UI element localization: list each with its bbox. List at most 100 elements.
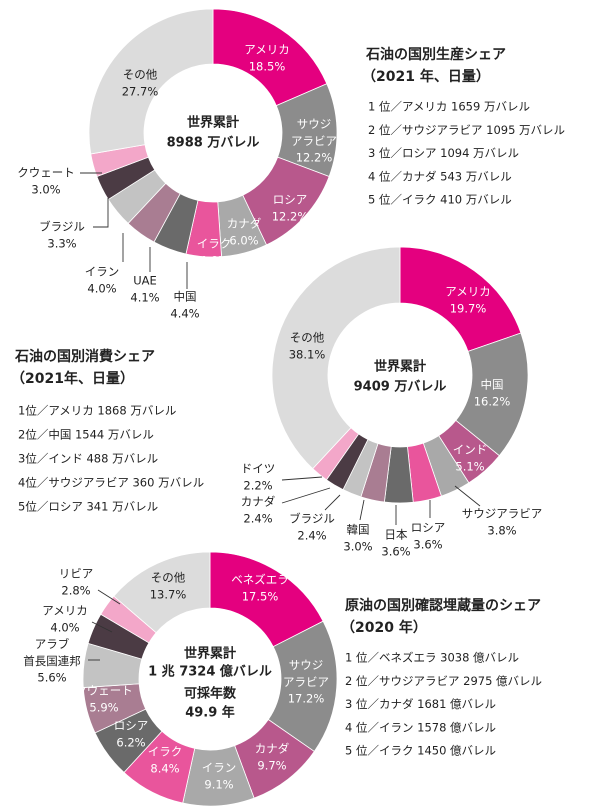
slice-label: サウジアラビア [291, 117, 337, 148]
slice-label: ロシア [114, 719, 149, 733]
donut-slice [399, 246, 522, 352]
slice-label: アメリカ [244, 43, 289, 57]
center-label: 9409 万バレル [354, 380, 447, 395]
slice-value: 38.1% [289, 348, 326, 362]
slice-value: 2.4% [243, 512, 272, 526]
slice-label: クウェート [75, 684, 133, 698]
center-label: 世界累計 [184, 646, 236, 662]
slice-value: 5.1% [455, 460, 484, 474]
ranking-note: 4位／サウジアラビア 360 万バレル [18, 476, 204, 490]
ranking-note: 4 位／イラン 1578 億バレル [345, 720, 496, 734]
slice-value: 2.2% [243, 479, 272, 493]
slice-value: 5.6% [37, 671, 66, 685]
slice-value: 2.8% [61, 584, 90, 598]
slice-label: ブラジル [39, 220, 85, 234]
slice-value: 3.6% [413, 538, 442, 552]
slice-value: 12.2% [296, 151, 333, 165]
slice-label: UAE [133, 274, 157, 288]
slice-value: 3.8% [487, 524, 516, 538]
slice-label: 中国 [174, 290, 197, 304]
leader-line [454, 485, 481, 507]
center-label: 世界累計 [374, 359, 426, 375]
slice-value: 2.4% [297, 529, 326, 543]
slice-label: サウジアラビア [283, 658, 329, 689]
slice-label: アメリカ [42, 604, 87, 618]
center-label: 49.9 年 [185, 705, 235, 721]
slice-value: 17.2% [288, 692, 325, 706]
slice-label: その他 [151, 571, 186, 585]
slice-label: 中国 [481, 378, 504, 392]
donut-slice [113, 551, 211, 634]
slice-label: イラン [202, 761, 237, 775]
slice-label: クウェート [17, 166, 75, 180]
slice-value: 9.7% [257, 759, 286, 773]
slice-value: 12.2% [272, 210, 309, 224]
slice-value: 4.6% [199, 254, 228, 268]
ranking-note: 1位／アメリカ 1868 万バレル [18, 404, 176, 418]
slice-label: その他 [290, 331, 325, 345]
leader-line [93, 198, 109, 228]
ranking-note: 1 位／アメリカ 1659 万バレル [368, 100, 530, 114]
leader-line [91, 621, 113, 633]
ranking-note: 5 位／イラク 1450 億バレル [345, 744, 496, 758]
center-label: 8988 万バレル [167, 136, 260, 151]
ranking-note: 4 位／カナダ 543 万バレル [368, 169, 512, 183]
leader-line [324, 494, 341, 511]
chart-subtitle: （2021 年、日量） [362, 68, 490, 85]
ranking-note: 3 位／ロシア 1094 万バレル [368, 146, 519, 160]
slice-value: 6.2% [116, 736, 145, 750]
slice-label: ドイツ [241, 462, 276, 476]
slice-value: 16.2% [474, 395, 511, 409]
center-label: 1 兆 7324 億バレル [148, 664, 272, 680]
slice-value: 5.9% [89, 701, 118, 715]
slice-value: 13.7% [150, 588, 187, 602]
ranking-note: 1 位／ベネズエラ 3038 億バレル [345, 651, 519, 665]
slice-value: 4.4% [170, 307, 199, 321]
chart-subtitle: （2021年、日量） [11, 370, 134, 387]
slice-label: ブラジル [289, 512, 335, 526]
slice-value: 8.4% [150, 762, 179, 776]
leader-line [281, 487, 331, 504]
slice-label: カナダ [241, 495, 276, 509]
ranking-note: 2 位／サウジアラビア 2975 億バレル [345, 674, 542, 688]
ranking-note: 5 位／イラク 410 万バレル [368, 193, 512, 207]
slice-value: 3.0% [31, 183, 60, 197]
leader-line [359, 499, 365, 521]
slice-value: 27.7% [122, 85, 159, 99]
leader-line [281, 476, 323, 481]
ranking-note: 5位／ロシア 341 万バレル [18, 500, 158, 514]
slice-value: 19.7% [450, 302, 487, 316]
slice-label: カナダ [227, 217, 262, 231]
slice-value: 3.3% [47, 237, 76, 251]
ranking-note: 3位／インド 488 万バレル [18, 452, 158, 466]
slice-label: ロシア [411, 521, 446, 535]
donut-slice [271, 246, 401, 470]
slice-value: 18.5% [249, 60, 286, 74]
donut-slice [88, 8, 214, 155]
slice-label: アメリカ [445, 285, 490, 299]
slice-value: 3.0% [343, 540, 372, 554]
slice-label: 韓国 [347, 523, 370, 537]
ranking-note: 2位／中国 1544 万バレル [18, 428, 154, 442]
chart-title: 石油の国別消費シェア [14, 348, 155, 365]
slice-label: サウジアラビア [462, 507, 543, 521]
slice-label: イラク [148, 745, 183, 759]
slice-label: イラク [197, 237, 232, 251]
slice-value: 3.6% [381, 545, 410, 559]
slice-label: イラン [85, 265, 120, 279]
leader-line [97, 589, 121, 605]
chart-subtitle: （2020 年） [341, 619, 427, 636]
slice-value: 4.0% [87, 282, 116, 296]
slice-value: 4.1% [130, 291, 159, 305]
ranking-note: 3 位／カナダ 1681 億バレル [345, 697, 496, 711]
slice-value: 4.0% [50, 621, 79, 635]
chart-title: 石油の国別生産シェア [365, 46, 506, 63]
slice-label: 日本 [385, 528, 408, 542]
center-label: 世界累計 [187, 115, 239, 131]
slice-value: 9.1% [204, 778, 233, 792]
slice-label: その他 [123, 68, 158, 82]
ranking-note: 2 位／サウジアラビア 1095 万バレル [368, 123, 565, 137]
slice-label: アラブ首長国連邦 [23, 637, 81, 668]
slice-label: ロシア [273, 193, 308, 207]
